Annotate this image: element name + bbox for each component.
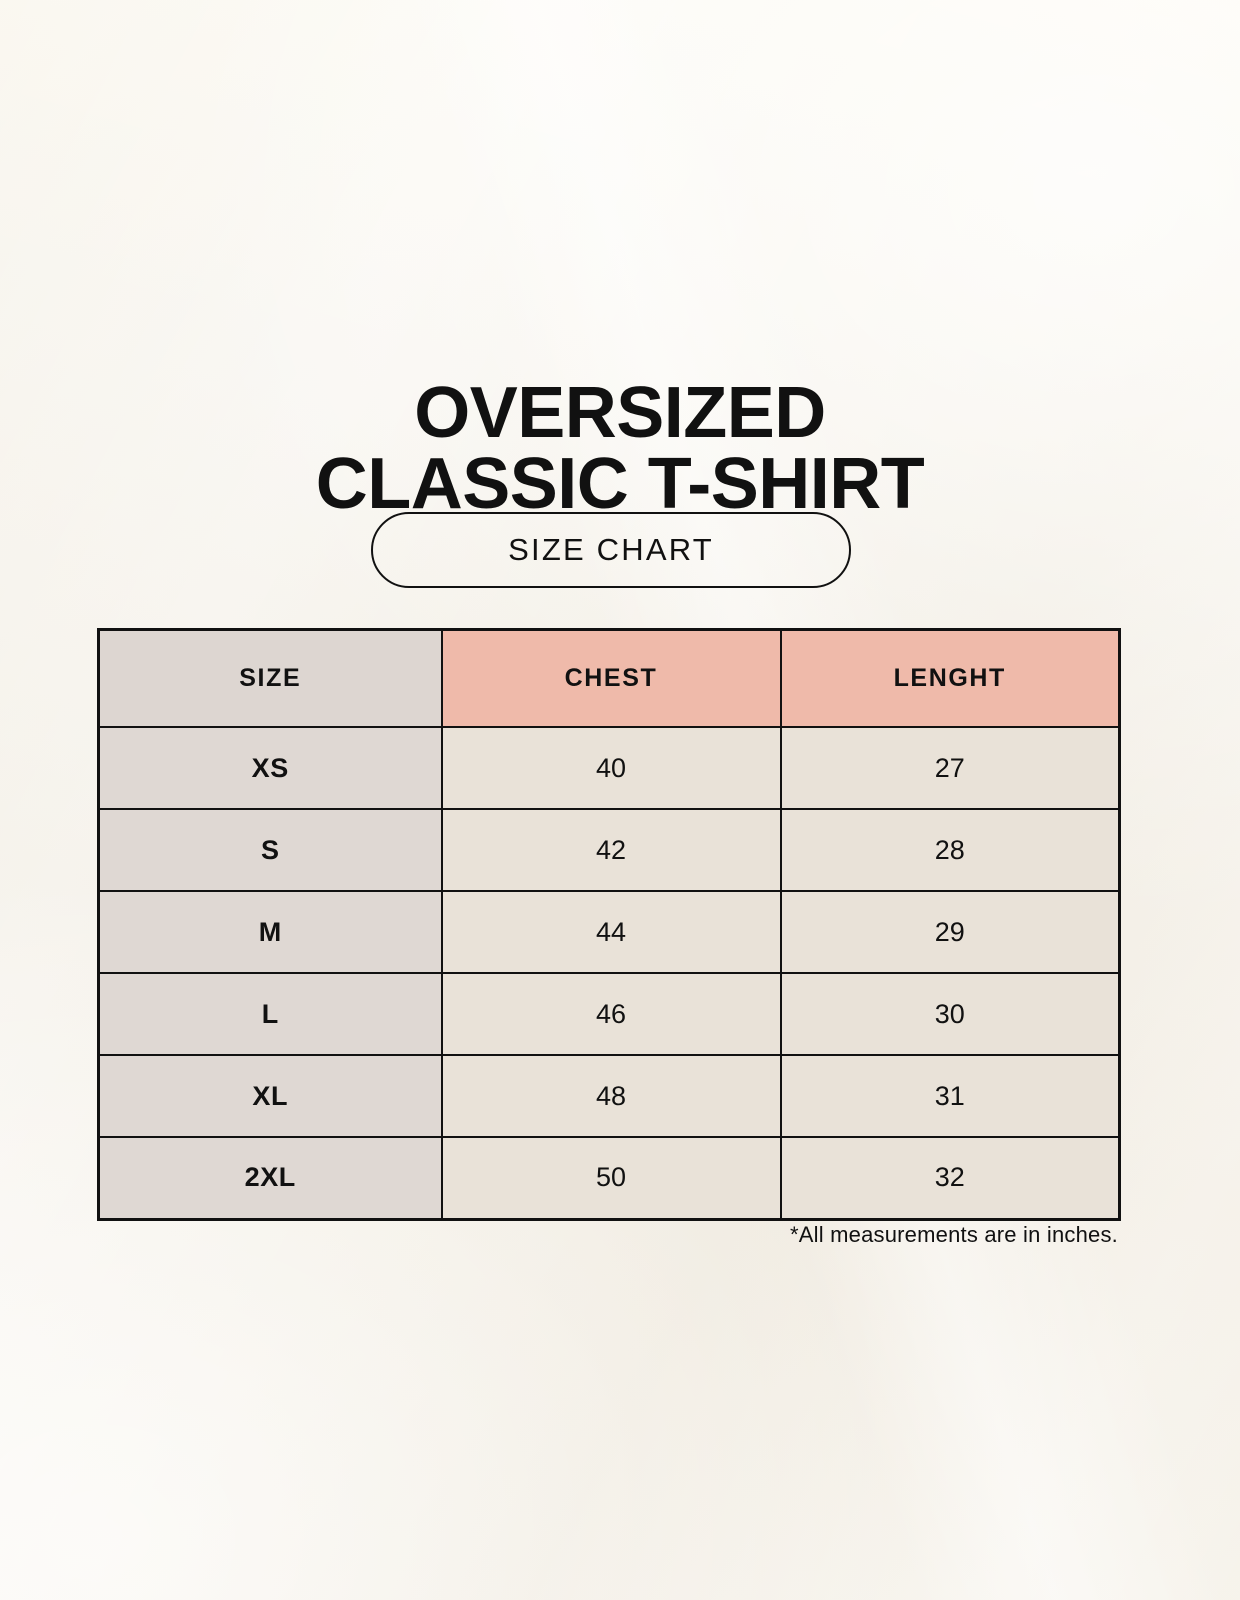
cell-length: 28 (779, 808, 1121, 892)
page-title-line-2: CLASSIC T-SHIRT (315, 443, 925, 524)
cell-length: 32 (779, 1136, 1121, 1220)
column-header-length: LENGHT (779, 628, 1121, 728)
table-header-row: SIZE CHEST LENGHT (97, 628, 1121, 728)
cell-chest: 48 (440, 1054, 782, 1138)
column-header-chest: CHEST (440, 628, 782, 728)
cell-chest: 42 (440, 808, 782, 892)
cell-chest: 46 (440, 972, 782, 1056)
cell-chest: 40 (440, 726, 782, 810)
cell-length: 31 (779, 1054, 1121, 1138)
table-row: XS 40 27 (97, 726, 1121, 810)
table-row: 2XL 50 32 (97, 1136, 1121, 1220)
cell-chest: 50 (440, 1136, 782, 1220)
cell-length: 27 (779, 726, 1121, 810)
cell-length: 29 (779, 890, 1121, 974)
measurement-footnote: *All measurements are in inches. (790, 1222, 1118, 1247)
size-chart-badge: SIZE CHART (371, 512, 851, 588)
cell-length: 30 (779, 972, 1121, 1056)
cell-size: XS (97, 726, 443, 810)
cell-size: XL (97, 1054, 443, 1138)
table-body: XS 40 27 S 42 28 M 44 29 L 46 30 XL 48 (97, 726, 1121, 1220)
page-title: OVERSIZED CLASSIC T-SHIRT (0, 373, 1240, 524)
table-row: L 46 30 (97, 972, 1121, 1056)
table-row: XL 48 31 (97, 1054, 1121, 1138)
page-title-line-1: OVERSIZED (414, 373, 826, 454)
table-header: SIZE CHEST LENGHT (97, 628, 1121, 728)
table-row: M 44 29 (97, 890, 1121, 974)
size-chart-badge-label: SIZE CHART (508, 532, 714, 567)
cell-size: 2XL (97, 1136, 443, 1220)
size-chart-table: SIZE CHEST LENGHT XS 40 27 S 42 28 M 44 … (97, 628, 1121, 1221)
cell-size: S (97, 808, 443, 892)
cell-chest: 44 (440, 890, 782, 974)
cell-size: L (97, 972, 443, 1056)
cell-size: M (97, 890, 443, 974)
column-header-size: SIZE (97, 628, 443, 728)
table-row: S 42 28 (97, 808, 1121, 892)
